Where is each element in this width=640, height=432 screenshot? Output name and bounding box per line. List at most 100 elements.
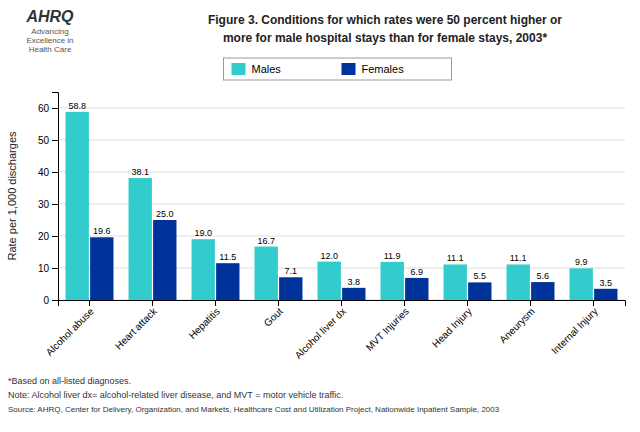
data-label: 9.9 xyxy=(575,257,588,267)
x-tick-label: Head Injury xyxy=(430,306,474,350)
y-tick: 0 xyxy=(43,295,58,306)
bar xyxy=(507,264,530,300)
x-tick: Head Injury xyxy=(430,300,474,350)
subtitle: more for male hospital stays than for fe… xyxy=(223,31,547,45)
x-tick-mark xyxy=(530,300,531,306)
data-label: 19.0 xyxy=(194,228,212,238)
bar xyxy=(531,282,554,300)
y-tick: 60 xyxy=(38,103,58,114)
y-tick: 20 xyxy=(38,231,58,242)
x-axis: Alcohol abuse Heart attack Hepatitis Gout Al… xyxy=(44,300,626,361)
y-tick-mark xyxy=(52,236,58,237)
y-tick-label: 60 xyxy=(38,103,50,114)
y-tick-mark xyxy=(52,172,58,173)
footnote: Source: AHRQ, Center for Delivery, Organ… xyxy=(8,405,500,414)
bar xyxy=(570,268,593,300)
y-tick: 50 xyxy=(38,135,58,146)
y-tick-mark xyxy=(52,108,58,109)
y-tick-mark xyxy=(52,204,58,205)
y-axis: 0 10 20 30 40 50 60 xyxy=(38,93,59,306)
y-tick: 30 xyxy=(38,199,58,210)
y-axis-title: Rate per 1,000 discharges xyxy=(6,131,18,261)
data-label: 3.8 xyxy=(348,277,361,287)
bar xyxy=(216,263,239,300)
x-tick-mark xyxy=(404,300,405,306)
data-label: 11.5 xyxy=(219,252,236,262)
bar xyxy=(279,277,302,300)
x-tick-label: Aneurysm xyxy=(497,306,537,346)
x-tick: Heart attack xyxy=(113,300,160,352)
x-tick-label: Hepatitis xyxy=(187,306,222,341)
y-tick-label: 50 xyxy=(38,135,50,146)
title: Figure 3. Conditions for which rates wer… xyxy=(208,13,562,27)
legend: Males Females xyxy=(224,58,452,80)
footnote: Note: Alcohol liver dx= alcohol-related … xyxy=(8,390,343,400)
x-tick-mark xyxy=(341,300,342,306)
data-label: 16.7 xyxy=(257,236,275,246)
x-tick: Gout xyxy=(262,300,285,329)
y-axis-line xyxy=(52,93,59,301)
x-tick: Hepatitis xyxy=(187,300,222,341)
x-tick: Alcohol abuse xyxy=(44,300,97,358)
bar xyxy=(153,220,176,300)
logo-text: AHRQ xyxy=(25,8,74,25)
bar xyxy=(192,239,215,300)
bar xyxy=(405,278,428,300)
x-tick: Internal Injury xyxy=(549,300,600,356)
legend-frame xyxy=(224,58,452,80)
bar xyxy=(255,247,278,300)
x-tick: Aneurysm xyxy=(497,300,537,345)
x-tick: Alcohol liver dx xyxy=(293,300,348,361)
data-label: 5.6 xyxy=(537,271,550,281)
y-tick-label: 30 xyxy=(38,199,50,210)
data-label: 5.5 xyxy=(474,271,487,281)
bars xyxy=(66,112,618,300)
data-label: 12.0 xyxy=(320,251,338,261)
logo-subtext: AdvancingExcellence inHealth Care xyxy=(26,27,73,54)
data-label: 19.6 xyxy=(93,226,111,236)
y-tick-label: 40 xyxy=(38,167,50,178)
data-label: 25.0 xyxy=(156,209,174,219)
x-tick-mark xyxy=(152,300,153,306)
x-axis-line xyxy=(59,301,626,307)
data-label: 11.1 xyxy=(447,253,464,263)
y-tick-mark xyxy=(52,300,58,301)
data-labels: 58.8 38.1 19.0 16.7 12.0 11.9 11.1 11.1 9.9 19.6 2… xyxy=(68,101,612,288)
x-tick-label: MVT Injuries xyxy=(364,306,411,353)
x-tick-mark xyxy=(89,300,90,306)
bar xyxy=(468,282,491,300)
y-tick-mark xyxy=(52,140,58,141)
bar xyxy=(318,262,341,300)
legend-label: Females xyxy=(362,63,405,75)
data-label: 6.9 xyxy=(411,267,424,277)
bar xyxy=(66,112,89,300)
legend-swatch xyxy=(342,63,356,75)
y-tick-mark xyxy=(52,268,58,269)
grid-line xyxy=(58,108,625,109)
x-tick-label: Heart attack xyxy=(113,305,160,352)
x-tick-mark xyxy=(467,300,468,306)
bar xyxy=(129,178,152,300)
data-label: 38.1 xyxy=(131,167,149,177)
footnote: *Based on all-listed diagnoses. xyxy=(8,376,131,386)
data-label: 58.8 xyxy=(68,101,86,111)
data-label: 11.9 xyxy=(384,251,401,261)
y-tick-label: 0 xyxy=(43,295,49,306)
x-tick-mark xyxy=(593,300,594,306)
chart: AHRQ AdvancingExcellence inHealth Care Fig… xyxy=(0,0,640,432)
legend-label: Males xyxy=(252,63,282,75)
plot: 58.8 38.1 19.0 16.7 12.0 11.9 11.1 11.1 9.9 19.6 2… xyxy=(38,93,626,361)
bar xyxy=(381,262,404,300)
y-tick: 40 xyxy=(38,167,58,178)
grid xyxy=(58,108,625,300)
y-tick: 10 xyxy=(38,263,58,274)
bar xyxy=(594,289,617,300)
x-tick-label: Alcohol abuse xyxy=(44,305,97,358)
x-tick-mark xyxy=(215,300,216,306)
x-tick-label: Alcohol liver dx xyxy=(293,306,348,361)
bar xyxy=(342,288,365,300)
data-label: 7.1 xyxy=(285,266,298,276)
x-tick: MVT Injuries xyxy=(364,300,411,353)
grid-line xyxy=(58,140,625,141)
data-label: 11.1 xyxy=(510,253,527,263)
